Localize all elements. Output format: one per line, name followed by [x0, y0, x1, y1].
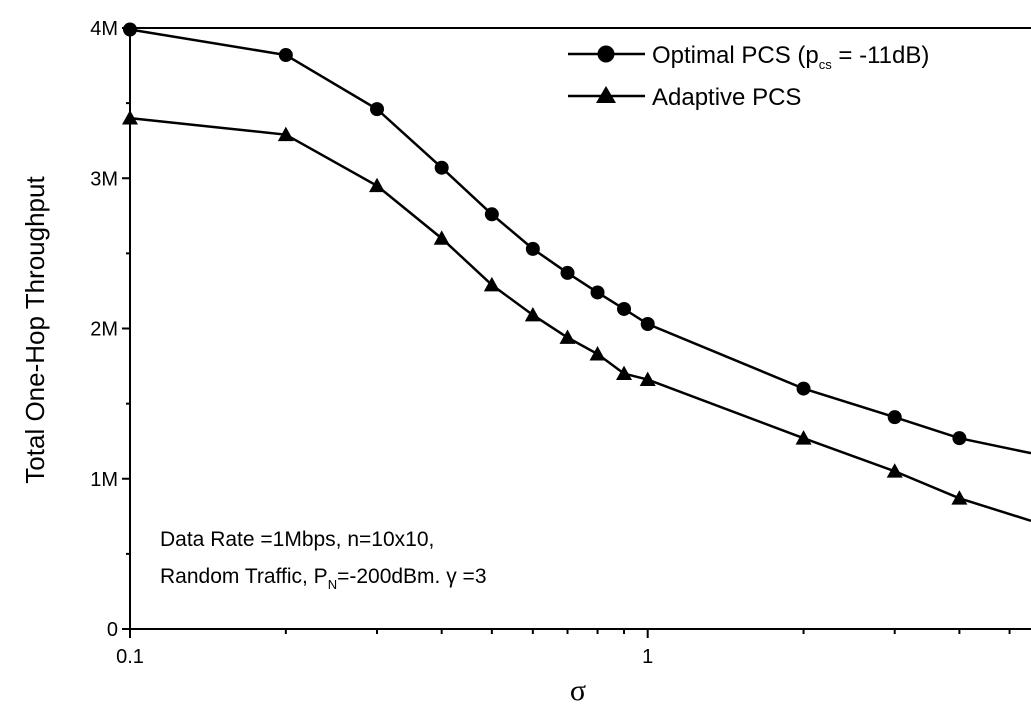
annotation-line-1: Data Rate =1Mbps, n=10x10, [160, 528, 434, 551]
legend-optimal-sub: cs [819, 57, 833, 72]
data-point-circle [952, 431, 967, 446]
data-point-circle [796, 381, 811, 396]
data-point-triangle [559, 329, 576, 344]
data-point-circle [278, 48, 293, 63]
data-point-circle [617, 301, 632, 316]
legend-marker-optimal [597, 45, 615, 63]
data-point-circle [123, 22, 137, 37]
data-point-circle [887, 410, 902, 425]
series-line [129, 28, 1031, 455]
annotation-line-2-sub: N [328, 577, 337, 592]
x-axis-label: σ [570, 674, 586, 707]
data-point-circle [640, 316, 655, 331]
data-point-triangle [369, 177, 386, 193]
x-tick-label: 0.1 [116, 646, 144, 668]
legend-label-optimal: Optimal PCS (pcs = -11dB) [652, 42, 929, 72]
series-adaptive [122, 110, 1031, 523]
data-point-triangle [795, 430, 812, 445]
y-tick-label: 4M [90, 18, 118, 40]
data-point-circle [370, 102, 385, 117]
legend-marker-adaptive [596, 86, 616, 103]
data-point-triangle [524, 306, 541, 322]
legend-optimal-main: Optimal PCS (p [652, 42, 819, 69]
annotation-line-2b: =-200dBm. γ =3 [337, 565, 486, 588]
legend: Optimal PCS (pcs = -11dB) Adaptive PCS [568, 42, 929, 111]
legend-label-adaptive: Adaptive PCS [652, 84, 801, 111]
annotation-line-2: Random Traffic, PN=-200dBm. γ =3 [160, 565, 487, 592]
data-point-triangle [589, 346, 606, 361]
legend-optimal-tail: = -11dB) [832, 42, 930, 69]
data-point-triangle [433, 230, 450, 245]
data-point-triangle [616, 365, 633, 380]
data-point-triangle [483, 276, 500, 292]
data-point-circle [590, 285, 605, 300]
data-point-circle [560, 265, 575, 280]
data-point-circle [484, 207, 499, 222]
y-tick-label: 0 [107, 619, 118, 641]
y-tick-label: 1M [90, 469, 118, 491]
annotation: Data Rate =1Mbps, n=10x10, Random Traffi… [160, 528, 487, 592]
series-group [122, 22, 1031, 523]
y-axis-label: Total One-Hop Throughput [20, 176, 50, 484]
series-line [129, 116, 1031, 523]
x-tick-label: 1 [642, 646, 653, 668]
data-point-triangle [886, 463, 903, 478]
data-point-circle [525, 241, 540, 256]
data-point-triangle [122, 110, 138, 125]
series-optimal [123, 22, 1031, 455]
data-point-triangle [277, 126, 294, 142]
y-tick-label: 3M [90, 168, 118, 190]
data-point-triangle [639, 371, 656, 386]
data-point-circle [434, 160, 449, 175]
annotation-line-2a: Random Traffic, P [160, 565, 328, 588]
data-point-triangle [951, 490, 968, 505]
y-tick-label: 2M [90, 319, 118, 341]
